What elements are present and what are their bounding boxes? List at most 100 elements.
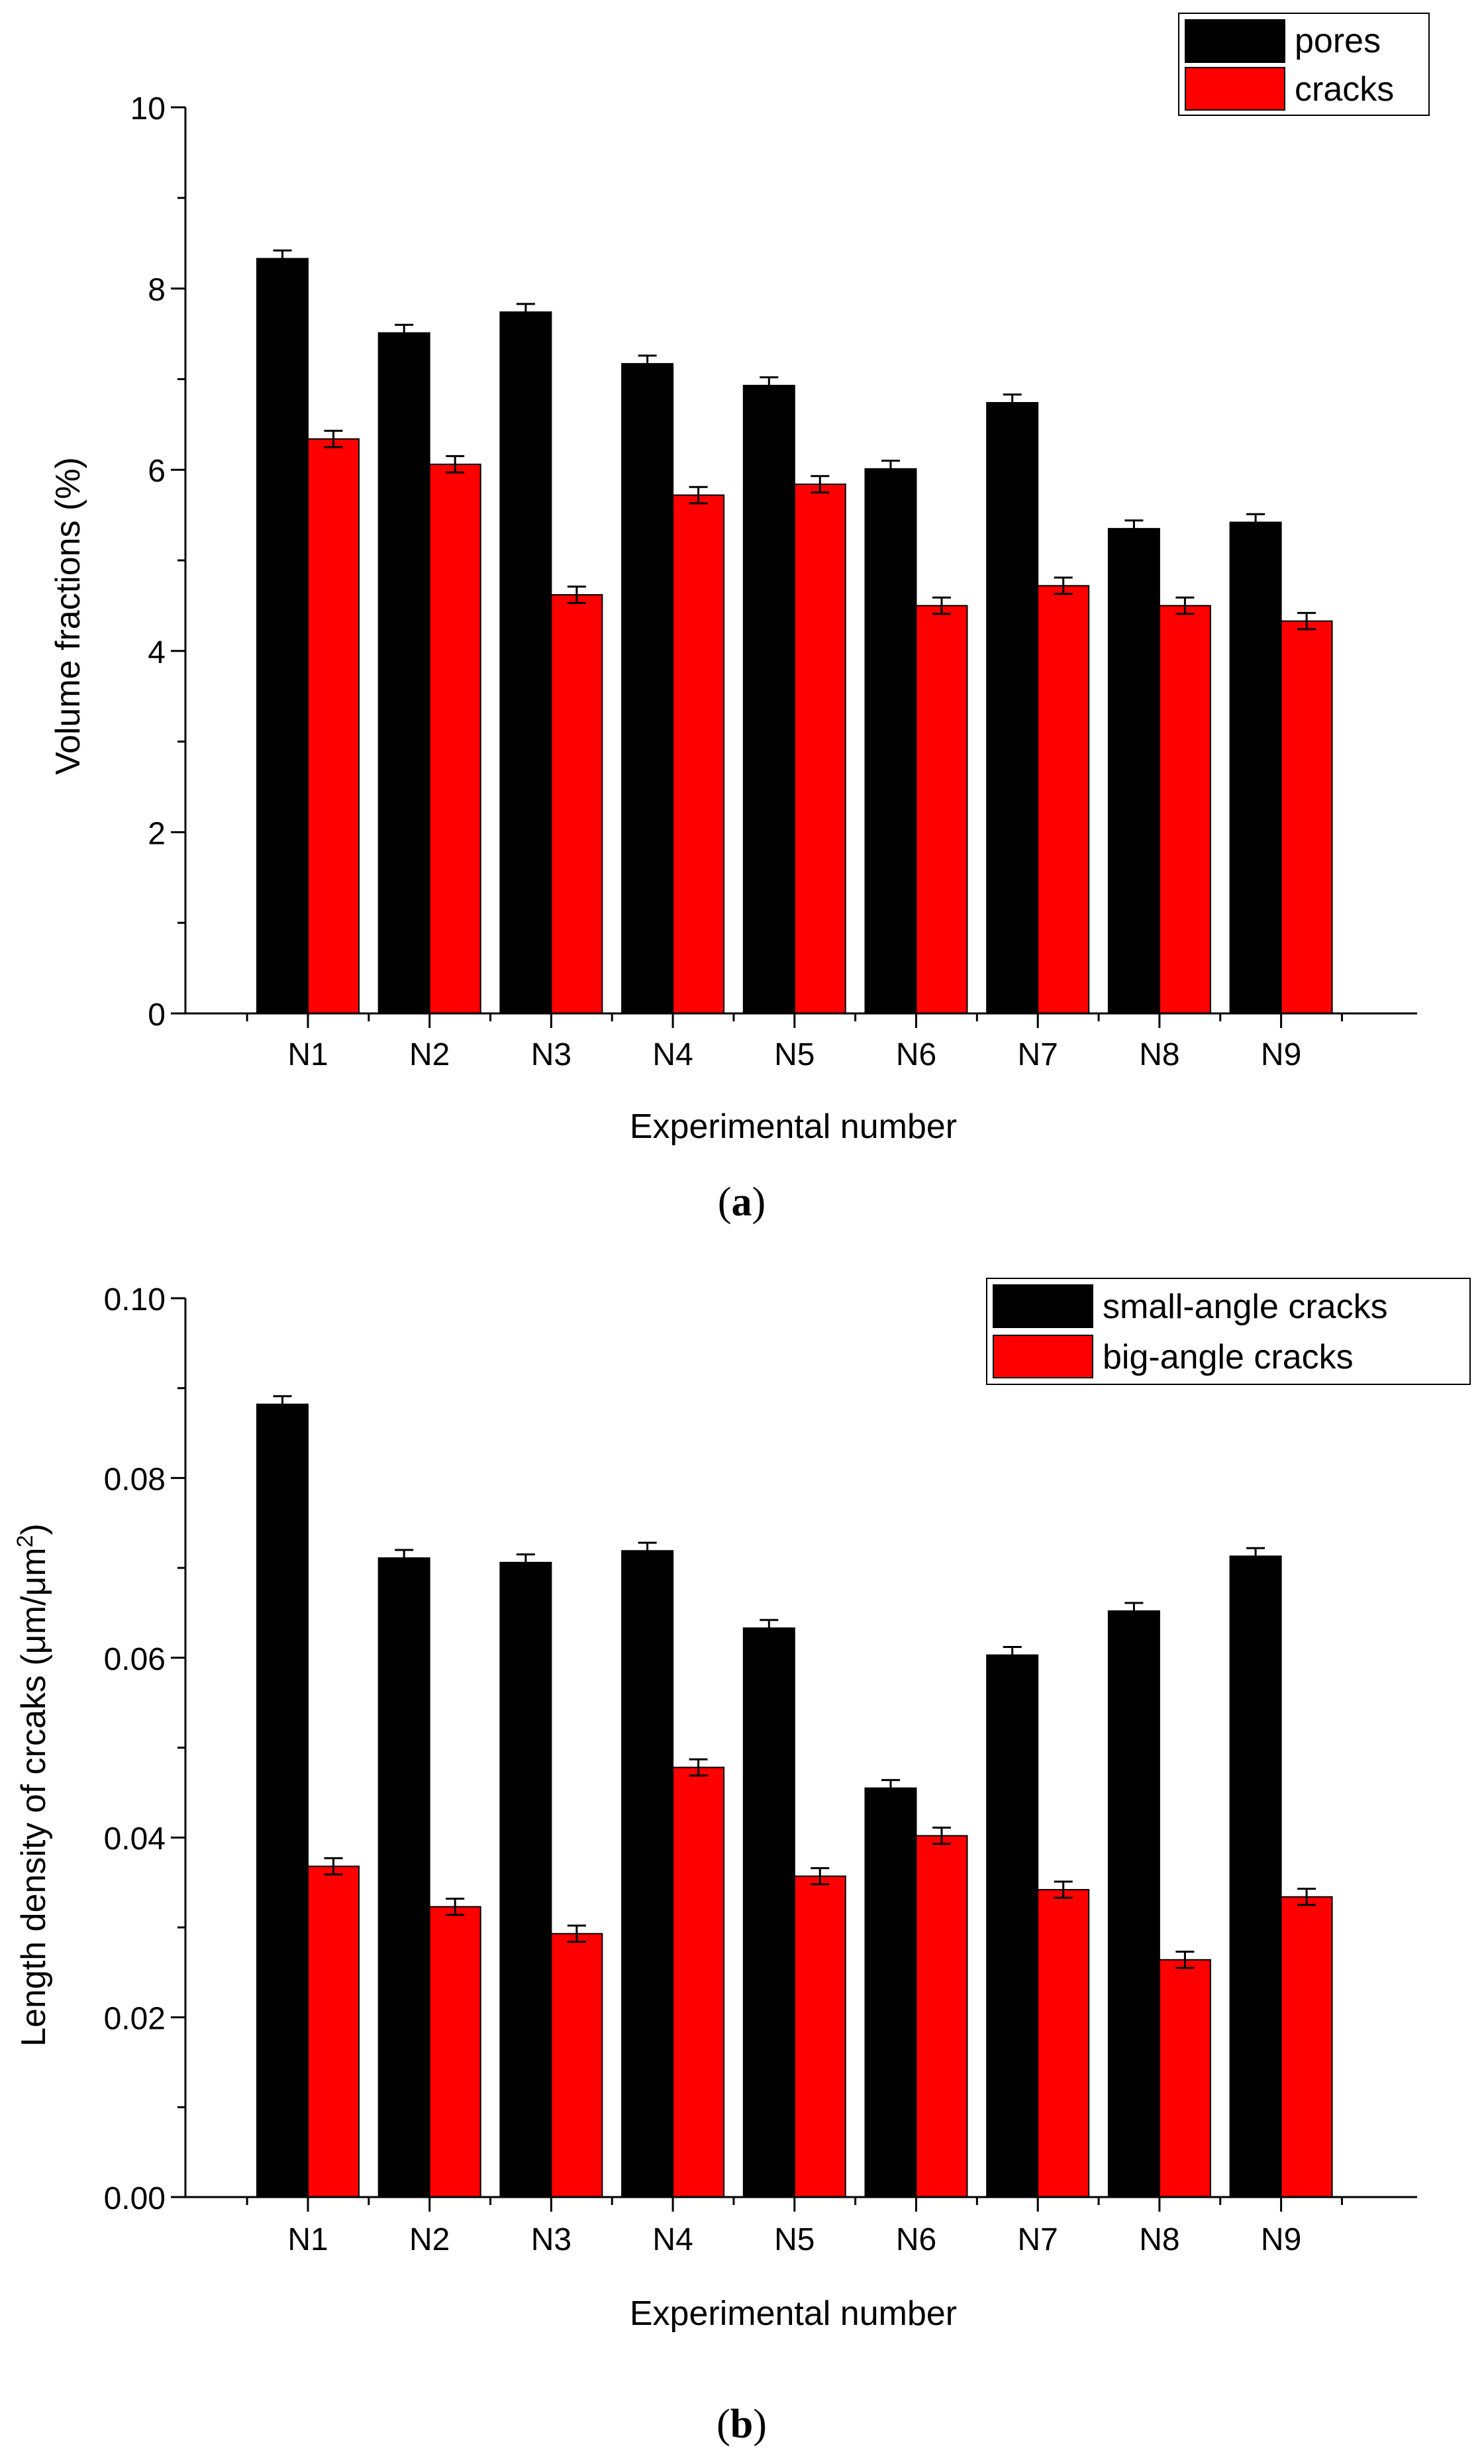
chart-a-bar-cracks-n2 bbox=[428, 463, 481, 1014]
panel-label-a-letter: a bbox=[732, 1180, 752, 1225]
chart-b-y-ticks: 0.00 0.02 0.04 0.06 0.08 0.10 bbox=[104, 1282, 185, 2216]
chart-b-y-tick-label: 0.00 bbox=[104, 2181, 166, 2216]
svg-text:(b): (b) bbox=[717, 2402, 767, 2447]
chart-b-y-axis-title-sup: 2 bbox=[13, 1535, 38, 1547]
chart-b-error-bar bbox=[395, 1549, 414, 1567]
chart-b-error-bar bbox=[324, 1857, 343, 1876]
chart-b-error-bar bbox=[516, 1553, 535, 1572]
chart-a-error-bar bbox=[516, 303, 535, 321]
chart-a-y-tick-label: 8 bbox=[148, 273, 166, 308]
chart-a-error-bar bbox=[567, 586, 586, 604]
chart-a-error-bar bbox=[395, 323, 414, 342]
chart-b-y-tick-label: 0.04 bbox=[104, 1822, 166, 1857]
chart-b-x-ticks: N1 N2 N3 N4 N5 N6 N7 N8 N9 bbox=[246, 2197, 1343, 2257]
chart-a-error-bar bbox=[881, 460, 900, 478]
chart-a-x-tick-label: N8 bbox=[1139, 1037, 1179, 1072]
chart-b-x-tick-label: N1 bbox=[287, 2222, 328, 2257]
chart-b-error-bar bbox=[1175, 1951, 1195, 1969]
chart-a-legend-label-cracks: cracks bbox=[1295, 70, 1394, 109]
chart-a-bar-pores-n5 bbox=[742, 384, 795, 1014]
chart-a-error-bar bbox=[324, 429, 343, 448]
chart-a-bar-cracks-n7 bbox=[1037, 585, 1090, 1014]
chart-a-x-tick-label: N9 bbox=[1261, 1037, 1301, 1072]
chart-a-bar-cracks-n8 bbox=[1158, 605, 1211, 1014]
chart-a-y-tick-label: 2 bbox=[148, 816, 166, 851]
chart-b-error-bar bbox=[273, 1395, 292, 1413]
chart-a-y-tick-label: 6 bbox=[148, 454, 166, 489]
chart-b-bar-small-angle-cracks-n3 bbox=[499, 1561, 552, 2198]
chart-b-y-tick-label: 0.02 bbox=[104, 2002, 166, 2037]
panel-label-b-close: ) bbox=[753, 2402, 767, 2447]
chart-b-errorbars bbox=[273, 1395, 1316, 1969]
chart-a-x-tick-label: N7 bbox=[1018, 1037, 1058, 1072]
chart-a-bar-cracks-n5 bbox=[793, 484, 846, 1014]
chart-b-legend-label-small-angle: small-angle cracks bbox=[1103, 1288, 1388, 1326]
chart-a: 0 2 4 6 8 10 N1 N2 N3 N4 N5 N6 N7 N8 N9 Experimental … bbox=[49, 13, 1430, 1225]
chart-b-y-tick-label: 0.08 bbox=[104, 1462, 166, 1497]
chart-b-x-tick-label: N8 bbox=[1139, 2222, 1179, 2257]
chart-b-y-axis-title: Length density of crcaks (μm/μm2) bbox=[13, 1523, 53, 2047]
chart-b-x-tick-label: N4 bbox=[652, 2222, 693, 2257]
chart-b-legend-swatch-small-angle bbox=[993, 1284, 1093, 1328]
chart-b-bar-small-angle-cracks-n2 bbox=[377, 1557, 430, 2198]
chart-b-error-bar bbox=[1124, 1602, 1144, 1620]
chart-a-legend: pores cracks bbox=[1178, 13, 1430, 116]
chart-b-error-bar bbox=[932, 1826, 951, 1845]
chart-a-x-axis-title: Experimental number bbox=[630, 1107, 957, 1146]
chart-b-x-tick-label: N3 bbox=[531, 2222, 571, 2257]
chart-b-error-bar bbox=[567, 1924, 586, 1943]
chart-b-x-tick-label: N6 bbox=[896, 2222, 936, 2257]
chart-a-x-tick-label: N4 bbox=[652, 1037, 693, 1072]
chart-a-y-tick-label: 0 bbox=[148, 998, 166, 1033]
chart-a-bar-cracks-n9 bbox=[1280, 620, 1333, 1014]
chart-a-bar-cracks-n1 bbox=[307, 438, 360, 1014]
chart-b-bar-big-angle-cracks-n2 bbox=[428, 1906, 481, 2198]
chart-b-bar-big-angle-cracks-n7 bbox=[1037, 1888, 1090, 2198]
chart-a-legend-label-pores: pores bbox=[1295, 22, 1381, 60]
chart-a-errorbars bbox=[273, 249, 1316, 631]
chart-b-error-bar bbox=[1054, 1880, 1073, 1899]
chart-b-legend-swatch-big-angle bbox=[993, 1335, 1093, 1378]
panel-label-b-letter: b bbox=[730, 2402, 753, 2447]
chart-b-bar-small-angle-cracks-n1 bbox=[256, 1404, 309, 2198]
chart-a-y-tick-label: 4 bbox=[148, 635, 166, 670]
chart-a-x-tick-label: N2 bbox=[409, 1037, 450, 1072]
chart-b-legend-label-big-angle: big-angle cracks bbox=[1103, 1338, 1354, 1376]
chart-b-bar-small-angle-cracks-n8 bbox=[1107, 1610, 1160, 2198]
chart-b-x-axis-title: Experimental number bbox=[630, 2294, 957, 2333]
chart-a-error-bar bbox=[273, 249, 292, 268]
chart-a-bar-pores-n9 bbox=[1229, 521, 1282, 1014]
chart-a-x-tick-label: N6 bbox=[896, 1037, 936, 1072]
chart-b-error-bar bbox=[760, 1619, 779, 1637]
chart-b-bar-big-angle-cracks-n6 bbox=[915, 1835, 968, 2198]
chart-a-error-bar bbox=[1246, 513, 1265, 532]
chart-b-y-tick-label: 0.06 bbox=[104, 1642, 166, 1677]
chart-a-x-tick-label: N1 bbox=[287, 1037, 328, 1072]
chart-a-bar-pores-n6 bbox=[864, 468, 917, 1014]
chart-a-error-bar bbox=[689, 486, 708, 505]
chart-a-error-bar bbox=[760, 376, 779, 395]
chart-a-error-bar bbox=[1003, 393, 1022, 412]
chart-b-x-tick-label: N5 bbox=[774, 2222, 815, 2257]
chart-a-x-tick-label: N5 bbox=[774, 1037, 815, 1072]
chart-a-bar-pores-n2 bbox=[377, 332, 430, 1015]
chart-a-error-bar bbox=[1175, 596, 1195, 615]
chart-b-y-axis-title-end: ) bbox=[15, 1523, 53, 1535]
chart-b-y-axis-title-main: Length density of crcaks (μm/μm bbox=[15, 1547, 53, 2047]
panel-label-a-open: ( bbox=[718, 1180, 732, 1225]
chart-b: 0.000.020.040.060.080.10 N1 N2 N3 N4 N5 N6 N7 N… bbox=[13, 1278, 1471, 2447]
chart-b-bar-big-angle-cracks-n5 bbox=[793, 1875, 846, 2198]
chart-b-error-bar bbox=[638, 1541, 657, 1561]
panel-label-a: (a) bbox=[718, 1180, 766, 1225]
chart-b-bars bbox=[256, 1404, 1333, 2198]
chart-a-error-bar bbox=[1054, 576, 1073, 595]
chart-b-bar-big-angle-cracks-n9 bbox=[1280, 1896, 1333, 2198]
chart-a-bar-pores-n4 bbox=[621, 363, 674, 1014]
chart-b-error-bar bbox=[811, 1867, 830, 1886]
chart-b-error-bar bbox=[881, 1778, 900, 1798]
chart-a-bar-pores-n3 bbox=[499, 311, 552, 1015]
chart-b-error-bar bbox=[1003, 1646, 1022, 1665]
chart-a-error-bar bbox=[1297, 611, 1316, 631]
chart-a-bars bbox=[256, 258, 1333, 1015]
